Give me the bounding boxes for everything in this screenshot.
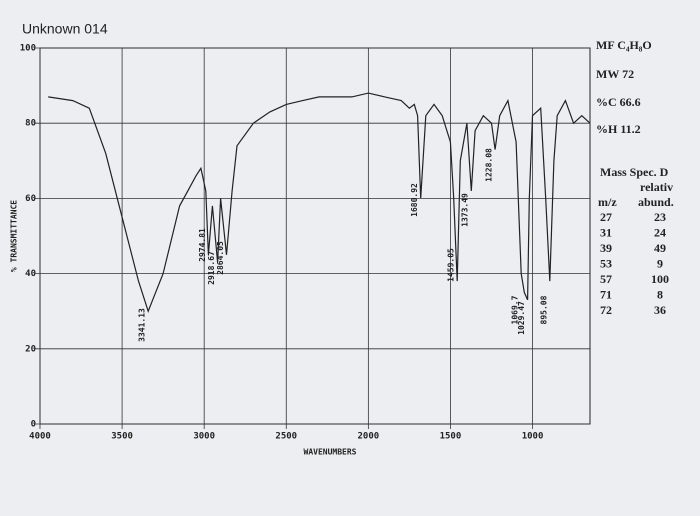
ms-mz: 27 bbox=[600, 210, 612, 224]
peak-label: 895.08 bbox=[539, 295, 548, 324]
y-tick-label: 0 bbox=[31, 420, 36, 430]
peak-label: 2974.81 bbox=[198, 228, 207, 262]
ms-mz: 39 bbox=[600, 241, 612, 255]
chart-title: Unknown 014 bbox=[22, 21, 108, 37]
x-tick-label: 2500 bbox=[275, 432, 297, 442]
peak-label: 1373.49 bbox=[461, 193, 470, 227]
peak-label: 2864.05 bbox=[216, 241, 225, 275]
x-tick-label: 1500 bbox=[440, 432, 462, 442]
x-axis-label: WAVENUMBERS bbox=[304, 448, 357, 457]
y-tick-label: 80 bbox=[25, 119, 36, 129]
peak-label: 1029.47 bbox=[517, 301, 526, 335]
ms-abund: 100 bbox=[651, 272, 669, 286]
ms-mz: 57 bbox=[600, 272, 612, 286]
ms-title: Mass Spec. D bbox=[600, 165, 669, 179]
ms-abund: 23 bbox=[654, 210, 666, 224]
peak-label: 1228.08 bbox=[485, 148, 494, 182]
formula: MF C₄H₈O bbox=[596, 38, 652, 52]
peak-label: 2918.67 bbox=[207, 251, 216, 285]
peak-label: 1680.92 bbox=[410, 183, 419, 217]
ms-mz: 71 bbox=[600, 287, 612, 301]
ms-mz: 72 bbox=[600, 303, 612, 317]
x-tick-label: 3000 bbox=[193, 432, 215, 442]
ms-abund: 36 bbox=[654, 303, 666, 317]
carbon: %C 66.6 bbox=[596, 95, 641, 109]
ms-abund: 49 bbox=[654, 241, 666, 255]
mol-weight: MW 72 bbox=[596, 67, 634, 81]
y-tick-label: 40 bbox=[25, 269, 36, 279]
spectrum bbox=[48, 92, 591, 313]
y-tick-label: 60 bbox=[25, 194, 36, 204]
ms-subtitle: relativ bbox=[640, 180, 673, 194]
ms-abund: 8 bbox=[657, 287, 663, 301]
peak-label: 1459.05 bbox=[447, 248, 456, 282]
peak-label: 3341.13 bbox=[138, 308, 147, 342]
y-axis-label: % TRANSMITTANCE bbox=[10, 200, 19, 272]
ms-mz: 31 bbox=[600, 225, 612, 239]
hydrogen: %H 11.2 bbox=[596, 122, 641, 136]
x-tick-label: 4000 bbox=[29, 432, 51, 442]
peak-label: 1069.7 bbox=[511, 295, 520, 324]
ms-mz: 53 bbox=[600, 256, 612, 270]
x-tick-label: 1000 bbox=[522, 432, 544, 442]
ms-header: m/z bbox=[598, 195, 617, 209]
x-tick-label: 2000 bbox=[358, 432, 380, 442]
ms-abund: 24 bbox=[654, 225, 666, 239]
ms-header: abund. bbox=[638, 195, 674, 209]
ms-abund: 9 bbox=[657, 256, 663, 270]
x-tick-label: 3500 bbox=[111, 432, 133, 442]
y-tick-label: 20 bbox=[25, 344, 36, 354]
y-tick-label: 100 bbox=[20, 44, 36, 54]
